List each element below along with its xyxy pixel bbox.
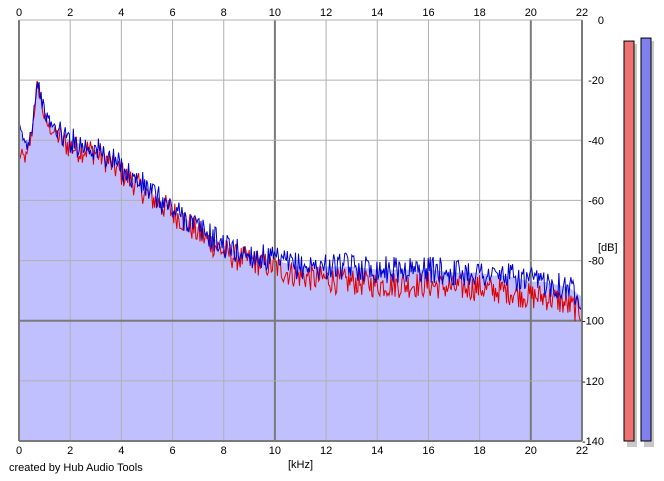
x-tick-label-top: 0 [16,7,22,19]
series-lines [18,80,583,322]
x-tick-label-bottom: 12 [320,445,332,457]
x-tick-label-bottom: 4 [118,445,124,457]
x-tick-label-bottom: 2 [67,445,73,457]
x-tick-label-bottom: 20 [525,445,537,457]
x-tick-label-top: 8 [221,7,227,19]
x-tick-label-top: 12 [320,7,332,19]
y-tick-label: -120 [582,376,604,388]
y-axis-label: [dB] [598,242,618,254]
series-line-2 [18,82,583,311]
plot-frame [18,19,583,442]
y-tick-label: -20 [588,75,604,87]
x-tick-label-top: 22 [576,7,588,19]
x-tick-label-bottom: 18 [474,445,486,457]
y-axis-ticks: 0 -20 -40 -60 -80 -100 -120 -140 [582,15,604,448]
x-tick-label-bottom: 14 [371,445,383,457]
credit-text: created by Hub Audio Tools [9,462,143,474]
x-tick-label-top: 10 [269,7,281,19]
y-tick-label: -140 [582,436,604,448]
x-tick-label-bottom: 6 [169,445,175,457]
x-tick-label-top: 14 [371,7,383,19]
spectrum-fill [19,83,582,441]
level-meter-bar [640,37,652,442]
x-axis-label: [kHz] [288,459,313,471]
x-tick-label-bottom: 16 [422,445,434,457]
x-tick-label-top: 6 [169,7,175,19]
level-meter-bar [623,40,635,442]
x-tick-label-bottom: 0 [16,445,22,457]
x-tick-label-top: 4 [118,7,124,19]
y-tick-label: -60 [588,195,604,207]
x-tick-label-bottom: 10 [269,445,281,457]
y-tick-label: -100 [582,316,604,328]
x-tick-label-top: 2 [67,7,73,19]
y-tick-label: -40 [588,135,604,147]
spectrum-fill-area [19,83,582,441]
y-tick-label: 0 [598,15,604,27]
y-tick-label: -80 [588,256,604,268]
level-meters [623,37,654,448]
x-tick-label-bottom: 22 [576,445,588,457]
x-tick-label-top: 18 [474,7,486,19]
x-tick-label-top: 20 [525,7,537,19]
x-tick-label-bottom: 8 [221,445,227,457]
x-tick-label-top: 16 [422,7,434,19]
